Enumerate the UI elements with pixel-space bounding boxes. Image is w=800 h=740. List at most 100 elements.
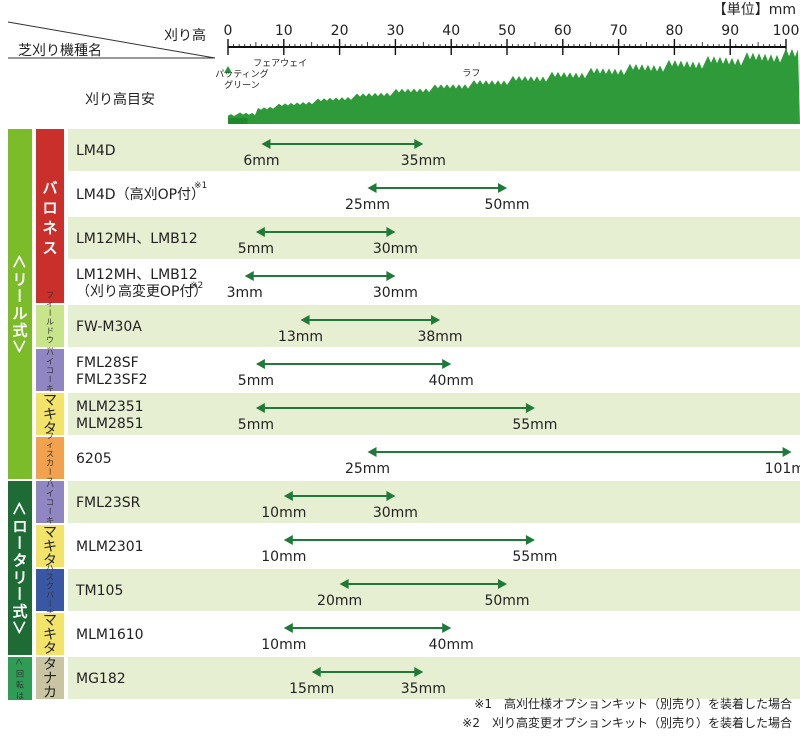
brand-band [36, 129, 64, 303]
x-tick-label: 0 [224, 23, 233, 39]
x-tick-label: 60 [554, 23, 572, 39]
mower-type-label: 式 [12, 602, 27, 620]
brand-label: ー [45, 600, 54, 608]
range-min-label: 5mm [238, 241, 274, 257]
mower-type-label: タ [12, 551, 27, 569]
range-min-label: 5mm [238, 417, 274, 433]
model-name: MG182 [76, 671, 126, 687]
brand-label: ス [46, 573, 54, 582]
brand-label: タ [43, 641, 57, 657]
mower-type-label: ＜ [10, 501, 28, 516]
range-max-label: 55mm [512, 417, 557, 433]
brand-label: タ [43, 421, 57, 437]
brand-label: ハ [46, 348, 54, 357]
brand-label: ル [46, 318, 54, 327]
row-band [68, 657, 800, 699]
height-header-label: 刈り高 [164, 27, 206, 44]
putting-green-grass [228, 118, 248, 124]
brand-label: ド [46, 327, 54, 336]
range-arrow-right-head [525, 403, 535, 413]
range-max-label: 35mm [401, 681, 446, 697]
model-name: LM12MH、LMB12 [76, 231, 198, 247]
brand-band [36, 393, 64, 435]
range-arrow-left-head [339, 579, 349, 589]
range-max-label: 55mm [512, 549, 557, 565]
model-note: ※2 [190, 281, 203, 291]
model-name: LM4D [76, 143, 116, 159]
row-band [68, 393, 800, 435]
brand-label: バ [46, 591, 54, 600]
mower-type-label: ＜ [14, 658, 23, 666]
range-arrow-left-head [283, 623, 293, 633]
range-arrow-right-head [782, 447, 792, 457]
putting-green-zone-label: パッティング [215, 68, 268, 80]
range-min-label: 5mm [238, 373, 274, 389]
model-note: ※1 [194, 181, 207, 191]
range-min-label: 25mm [345, 197, 390, 213]
brand-label: キ [46, 384, 54, 393]
guide-row-label: 刈り高目安 [85, 91, 155, 108]
brand-label: マ [43, 393, 57, 409]
rough-zone-label: ラフ [462, 68, 480, 79]
x-tick-label: 80 [665, 23, 683, 39]
mower-type-label: 式 [12, 321, 27, 339]
range-arrow-left-head [367, 183, 377, 193]
brand-label: マ [43, 525, 57, 541]
brand-label: ー [45, 468, 54, 476]
brand-band [36, 525, 64, 567]
range-min-label: 20mm [317, 593, 362, 609]
brand-label: バ [42, 179, 57, 197]
x-tick-label: 90 [721, 23, 739, 39]
x-tick-label: 50 [498, 23, 516, 39]
range-arrow-left-head [255, 227, 265, 237]
mower-type-label: リ [12, 568, 27, 586]
range-arrow-right-head [386, 271, 396, 281]
model-name: （刈り高変更OP付） [76, 283, 207, 300]
range-min-label: 10mm [261, 505, 306, 521]
mower-type-label: ロ [12, 517, 27, 535]
grass-silhouette [228, 48, 800, 124]
model-name: MLM1610 [76, 627, 144, 643]
mower-type-label: ＜ [10, 254, 28, 269]
brand-label: キ [43, 627, 57, 643]
brand-label: タ [43, 553, 57, 569]
model-name: FML23SF2 [76, 372, 148, 388]
range-max-label: 101mm [765, 461, 800, 477]
brand-label: ク [46, 582, 54, 591]
brand-band [36, 569, 64, 611]
brand-label: フ [46, 432, 54, 441]
range-arrow-right-head [442, 359, 452, 369]
brand-label: イ [46, 357, 54, 366]
range-max-label: 38mm [417, 329, 462, 345]
brand-band [36, 305, 64, 347]
brand-band [36, 349, 64, 391]
range-min-label: 15mm [289, 681, 334, 697]
mower-type-band [8, 657, 32, 700]
brand-label: ハ [46, 480, 54, 489]
putting-green-zone-label: グリーン [224, 79, 260, 91]
row-band [68, 217, 800, 259]
mower-type-label: リ [12, 270, 27, 288]
brand-label: ー [45, 375, 54, 383]
footnote-1: ※1 高刈仕様オプションキット（別売り）を装着した場合 [474, 697, 792, 711]
brand-label: マ [43, 613, 57, 629]
range-arrow-left-head [244, 271, 254, 281]
model-name: MLM2351 [76, 399, 144, 415]
mower-type-label: は [16, 691, 24, 700]
range-min-label: 10mm [261, 637, 306, 653]
model-name: LM12MH、LMB12 [76, 267, 198, 283]
mower-type-label: ー [10, 535, 28, 550]
mower-type-label: 転 [16, 680, 24, 689]
row-band [68, 481, 800, 523]
row-band [68, 129, 800, 171]
model-name: FML28SF [76, 355, 139, 371]
brand-label: コ [46, 498, 54, 507]
range-max-label: 30mm [373, 285, 418, 301]
mower-type-label: ー [10, 288, 28, 303]
range-max-label: 35mm [401, 153, 446, 169]
range-max-label: 30mm [373, 505, 418, 521]
x-tick-label: 100 [773, 23, 800, 39]
unit-label: 【単位】mm [713, 2, 796, 18]
range-max-label: 30mm [373, 241, 418, 257]
